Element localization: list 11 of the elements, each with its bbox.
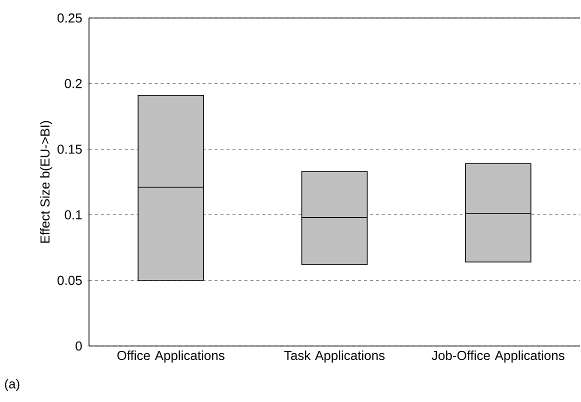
x-tick-label: Job-Office Applications: [432, 350, 564, 363]
y-tick-label: 0.2: [64, 78, 82, 88]
y-tick-label: 0: [76, 341, 82, 351]
x-tick-label: Office Applications: [117, 350, 224, 363]
y-tick-label: 0.1: [64, 210, 82, 220]
y-tick-label: 0.25: [58, 13, 82, 23]
text: (a): [5, 378, 20, 392]
y-tick-label: 0.15: [58, 144, 82, 154]
y-axis-title: Effect Size b(EU->BI): [40, 120, 52, 243]
x-tick-label: Task Applications: [284, 350, 385, 363]
y-tick-label: 0.05: [58, 276, 82, 285]
